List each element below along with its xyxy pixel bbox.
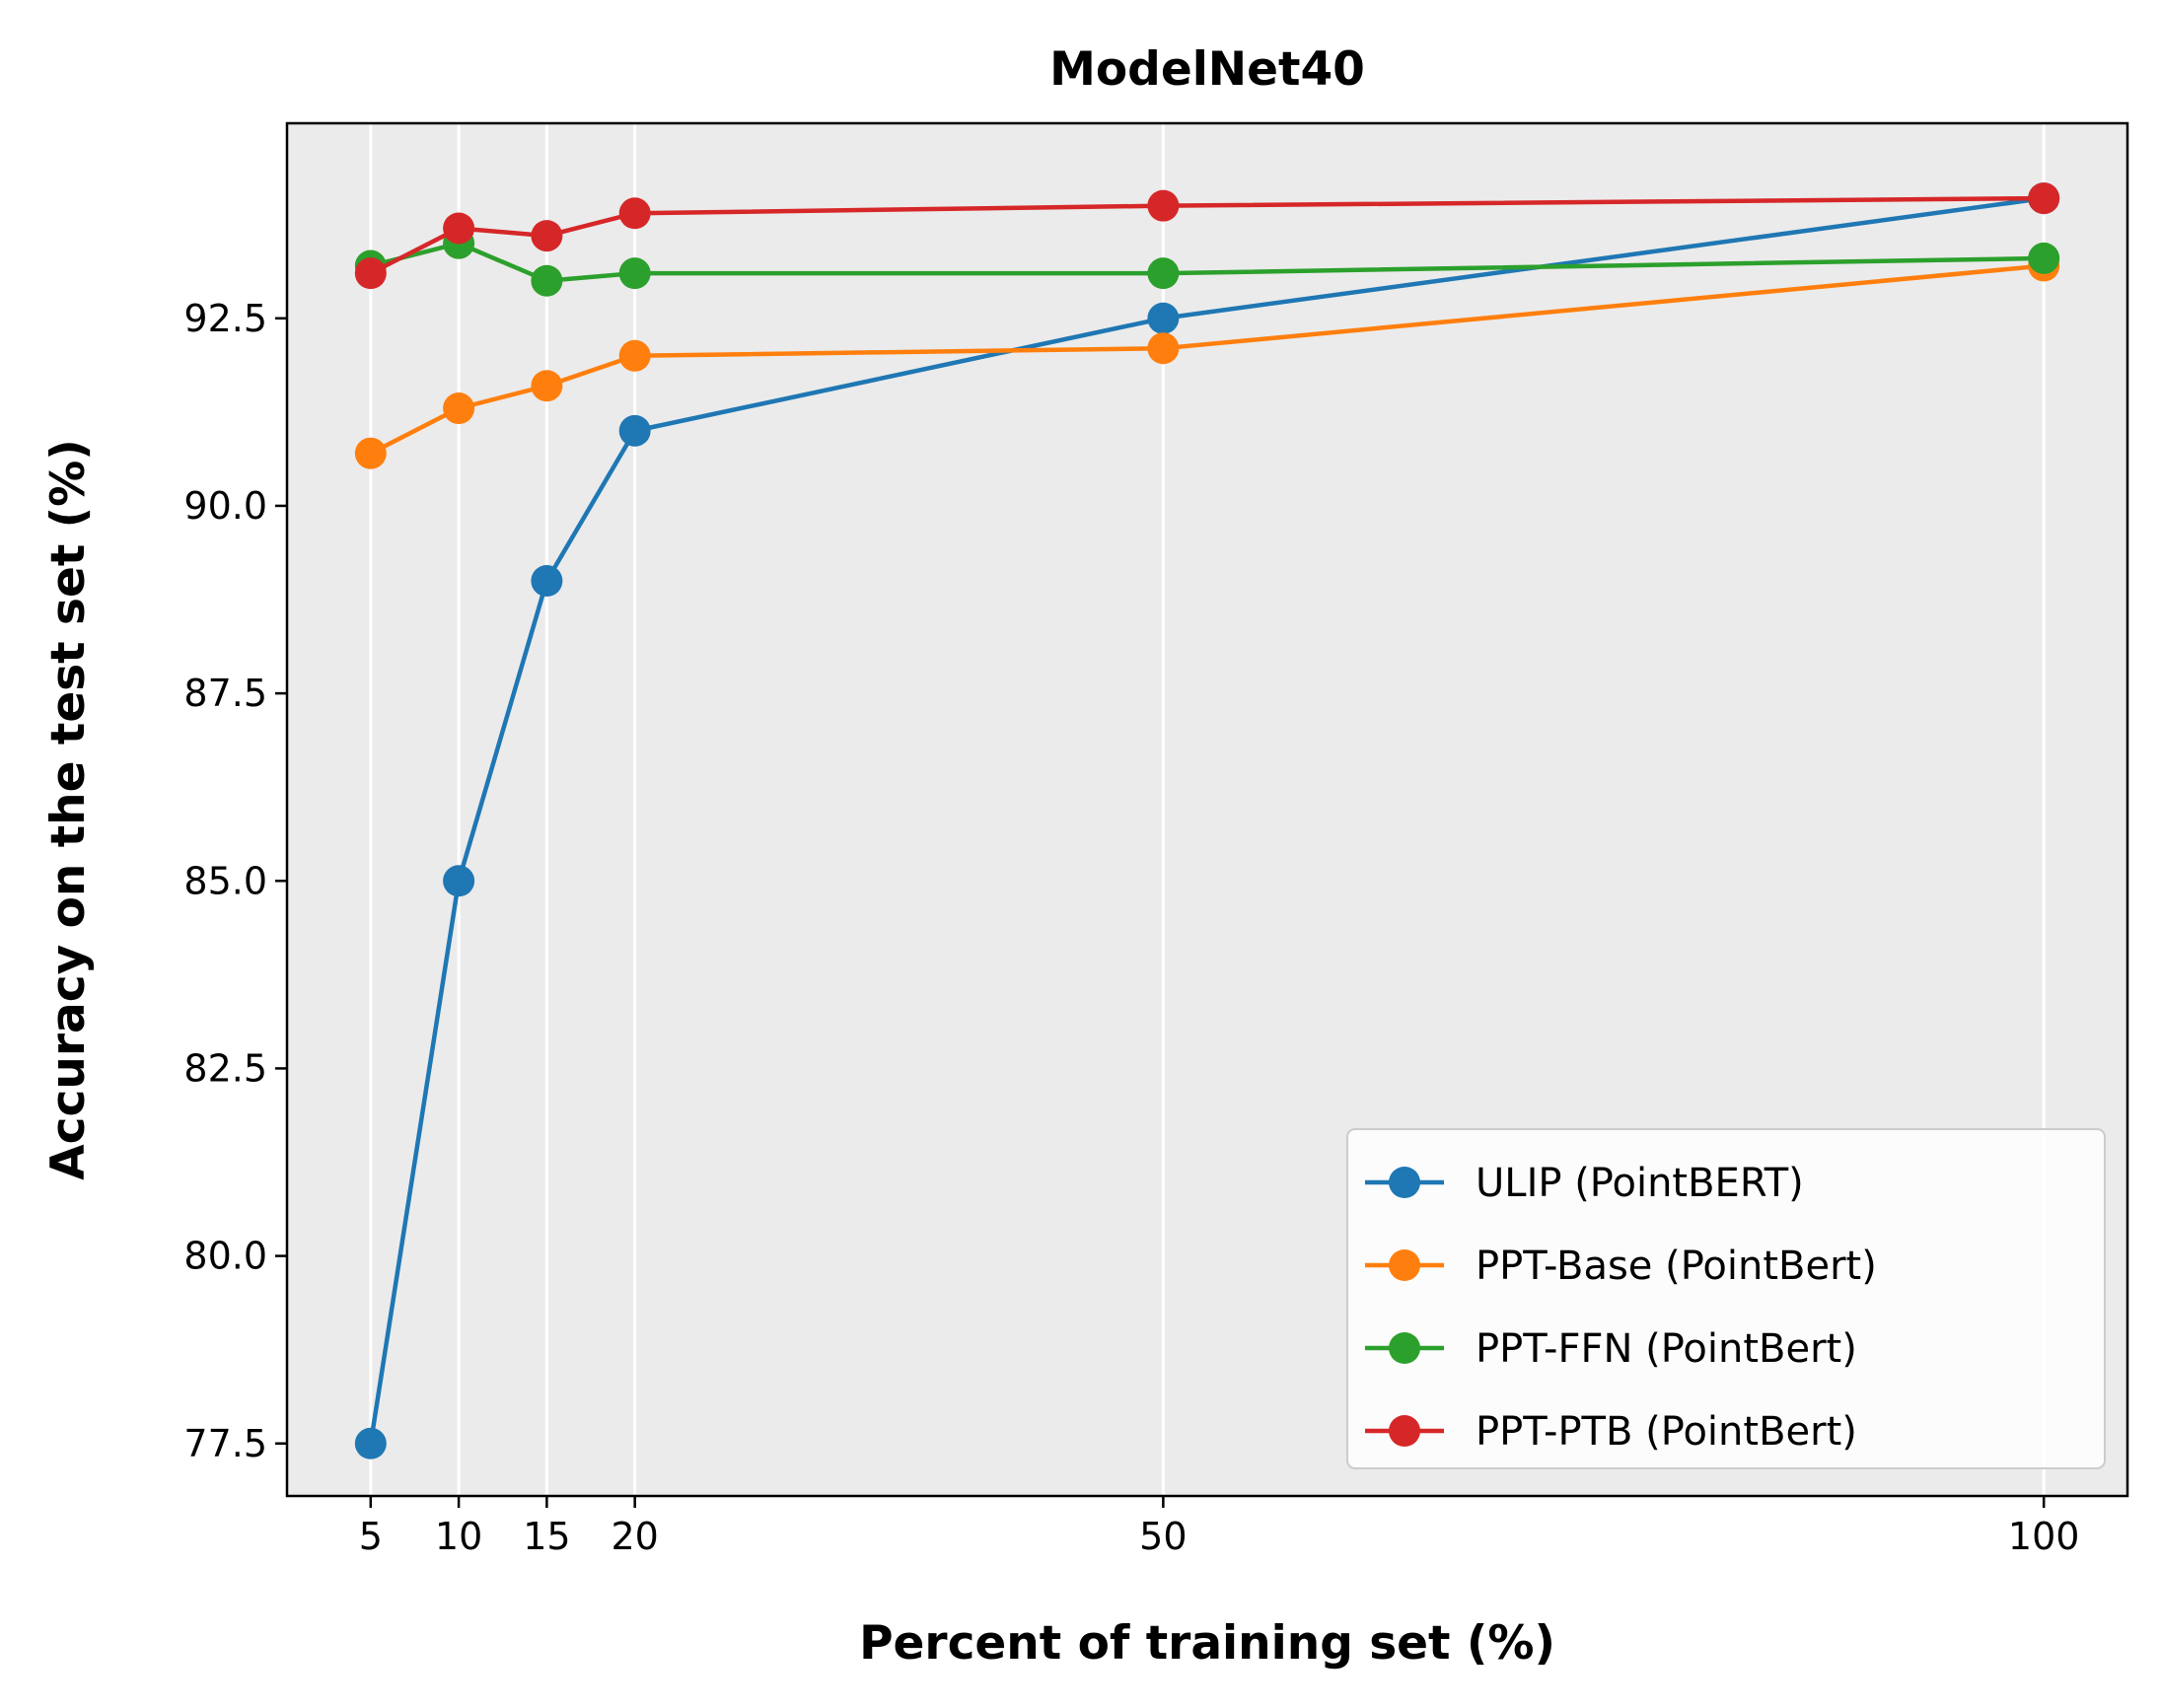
series-line [369,195,2045,276]
x-tick-label-15: 15 [523,1515,570,1558]
y-tick-label-80.0: 80.0 [183,1235,267,1278]
x-axis-title: Percent of training set (%) [859,1616,1555,1671]
legend-marker [1389,1249,1420,1281]
x-tick-label-10: 10 [435,1515,482,1558]
data-point [443,392,475,425]
legend-box [1346,1128,2106,1469]
data-point [618,414,651,447]
y-tick-label-85.0: 85.0 [183,859,267,902]
plot-frame [285,121,2129,1498]
data-point [1147,332,1180,365]
data-point [1147,257,1180,290]
legend-item-3: PPT-PTB (PointBert) [1365,1409,1857,1455]
y-tick-label-87.5: 87.5 [183,672,267,715]
y-axis-title: Accuracy on the test set (%) [41,439,96,1179]
legend-marker [1389,1332,1420,1364]
legend-marker [1389,1415,1420,1447]
legend: ULIP (PointBERT) PPT-Base (PointBert) PPT-… [1346,1128,2106,1469]
series-line [369,263,2045,456]
x-tick-label-5: 5 [359,1515,383,1558]
legend-item-1: PPT-Base (PointBert) [1365,1244,1877,1289]
series-0 [354,182,2060,1459]
data-point [354,1427,387,1459]
x-axis: 5 10 15 20 50 100 [359,1496,2080,1558]
x-tick-label-50: 50 [1139,1515,1187,1558]
y-tick-label-77.5: 77.5 [183,1422,267,1465]
y-tick-label-92.5: 92.5 [183,297,267,340]
legend-label: ULIP (PointBERT) [1476,1161,1804,1206]
y-axis: 77.5 80.0 82.5 85.0 87.5 90.0 92.5 [183,297,287,1465]
data-point [618,339,651,372]
series-3 [354,182,2060,290]
data-point [531,220,563,252]
data-point [354,257,387,290]
data-point [618,257,651,290]
data-point [443,865,475,897]
series-layer [354,182,2060,1459]
chart-title: ModelNet40 [1049,42,1365,97]
y-tick-label-90.0: 90.0 [183,484,267,528]
series-line [368,195,2045,1445]
data-point [2028,242,2060,274]
data-point [531,370,563,402]
legend-label: PPT-Base (PointBert) [1476,1244,1877,1289]
data-point [618,197,651,230]
x-tick-label-100: 100 [2008,1515,2080,1558]
legend-item-2: PPT-FFN (PointBert) [1365,1326,1857,1372]
x-tick-label-20: 20 [611,1515,658,1558]
legend-label: PPT-FFN (PointBert) [1476,1326,1857,1372]
data-point [2028,182,2060,215]
data-point [1147,189,1180,222]
data-point [443,212,475,245]
data-point [531,264,563,297]
y-tick-label-82.5: 82.5 [183,1046,267,1090]
legend-label: PPT-PTB (PointBert) [1476,1409,1857,1455]
data-point [1147,302,1180,334]
legend-marker [1389,1167,1420,1198]
data-point [354,437,387,469]
data-point [531,565,563,597]
legend-item-0: ULIP (PointBERT) [1365,1161,1804,1206]
